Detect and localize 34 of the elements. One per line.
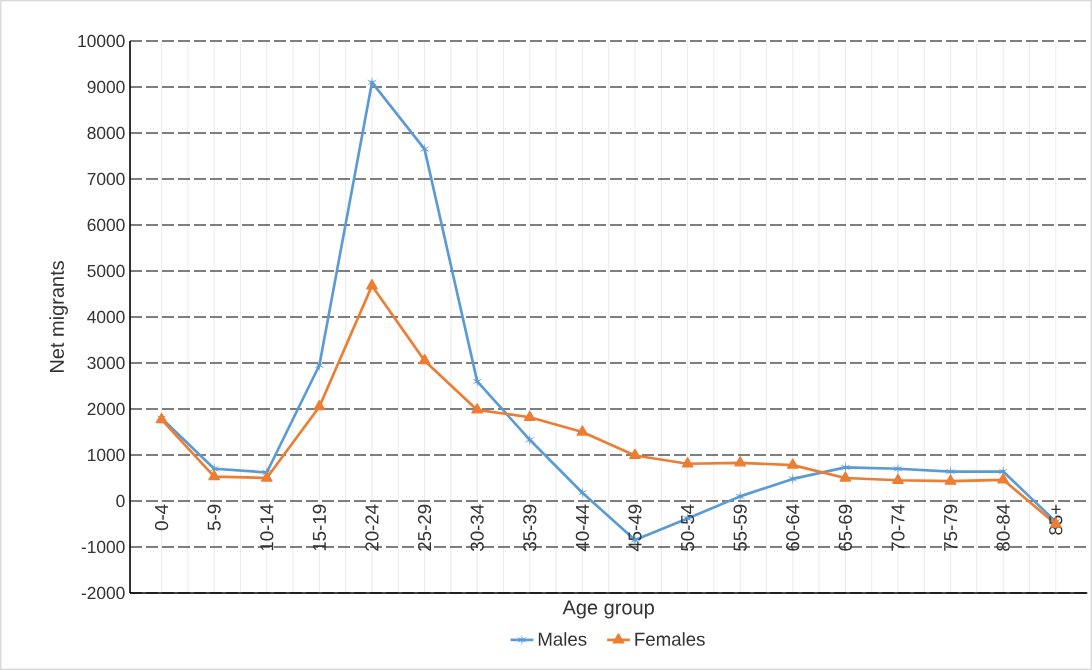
x-tick-label: 10-14 bbox=[260, 504, 274, 551]
x-tick-label: 20-24 bbox=[365, 504, 379, 551]
x-tick-label: 80-84 bbox=[996, 504, 1010, 551]
x-tick-label: 25-29 bbox=[417, 504, 432, 551]
x-tick-label: 45-49 bbox=[628, 504, 642, 552]
y-tick-label: 2000 bbox=[87, 402, 125, 416]
x-tick-label: 65-69 bbox=[838, 504, 852, 551]
x-tick-label: 40-44 bbox=[575, 504, 589, 552]
x-tick-label: 55-59 bbox=[733, 504, 747, 551]
legend-label: Females bbox=[635, 632, 705, 646]
x-tick-label: 50-54 bbox=[680, 504, 695, 551]
x-tick-label: 0-4 bbox=[154, 504, 169, 531]
y-tick-label: 6000 bbox=[87, 218, 125, 232]
y-tick-label: -1000 bbox=[81, 540, 125, 554]
legend-label: Males bbox=[538, 632, 587, 646]
x-tick-label: 5-9 bbox=[207, 504, 221, 531]
x-axis-title: Age group bbox=[562, 600, 654, 619]
x-tick-label: 60-64 bbox=[786, 504, 800, 551]
y-tick-label: 7000 bbox=[87, 172, 125, 186]
y-tick-label: 4000 bbox=[87, 310, 125, 324]
y-tick-label: 0 bbox=[116, 494, 125, 508]
y-tick-label: -2000 bbox=[81, 586, 125, 600]
x-tick-label: 75-79 bbox=[943, 504, 958, 551]
y-tick-label: 5000 bbox=[87, 264, 125, 278]
x-tick-label: 35-39 bbox=[523, 504, 537, 551]
y-axis-title: Net migrants bbox=[49, 261, 68, 373]
x-tick-label: 15-19 bbox=[312, 504, 326, 551]
x-tick-label: 70-74 bbox=[891, 504, 905, 551]
y-tick-label: 9000 bbox=[87, 80, 125, 94]
y-tick-label: 3000 bbox=[87, 356, 125, 370]
x-tick-label: 30-34 bbox=[470, 504, 484, 551]
y-tick-label: 10000 bbox=[78, 34, 125, 48]
y-tick-label: 8000 bbox=[87, 126, 125, 140]
y-tick-label: 1000 bbox=[88, 448, 125, 462]
